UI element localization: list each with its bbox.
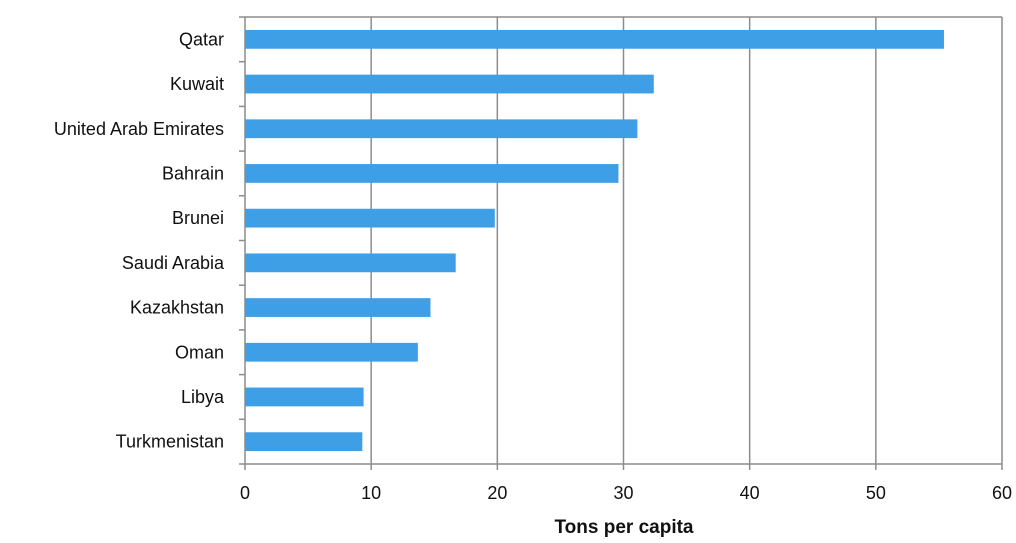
category-label: United Arab Emirates xyxy=(54,119,224,139)
axes xyxy=(239,16,1003,470)
bar xyxy=(245,119,638,139)
x-tick-label: 0 xyxy=(240,483,250,503)
bar xyxy=(245,298,431,317)
category-label: Bahrain xyxy=(162,163,224,183)
x-tick-label: 60 xyxy=(992,483,1012,503)
x-axis-title: Tons per capita xyxy=(554,517,693,538)
category-label: Kuwait xyxy=(170,74,224,94)
x-tick-label: 40 xyxy=(740,483,760,503)
x-tick-label: 10 xyxy=(361,483,381,503)
bar xyxy=(245,432,363,452)
bar xyxy=(245,253,456,273)
bar xyxy=(245,387,364,407)
bars xyxy=(245,29,944,452)
bar xyxy=(245,29,944,49)
bar xyxy=(245,74,654,94)
bar xyxy=(245,208,495,228)
category-label: Brunei xyxy=(172,208,224,228)
x-tick-label: 50 xyxy=(866,483,886,503)
bar xyxy=(245,164,619,183)
x-tick-label: 30 xyxy=(613,483,633,503)
category-label: Turkmenistan xyxy=(116,432,224,452)
category-label: Qatar xyxy=(179,29,224,49)
labels: 0 10 20 30 40 50 60 Qatar Kuwait United Arab Emir… xyxy=(54,29,1012,503)
bar xyxy=(245,342,418,362)
category-label: Saudi Arabia xyxy=(122,253,225,273)
category-label: Libya xyxy=(181,387,225,407)
category-label: Oman xyxy=(175,342,224,362)
x-tick-label: 20 xyxy=(487,483,507,503)
category-label: Kazakhstan xyxy=(130,298,224,318)
